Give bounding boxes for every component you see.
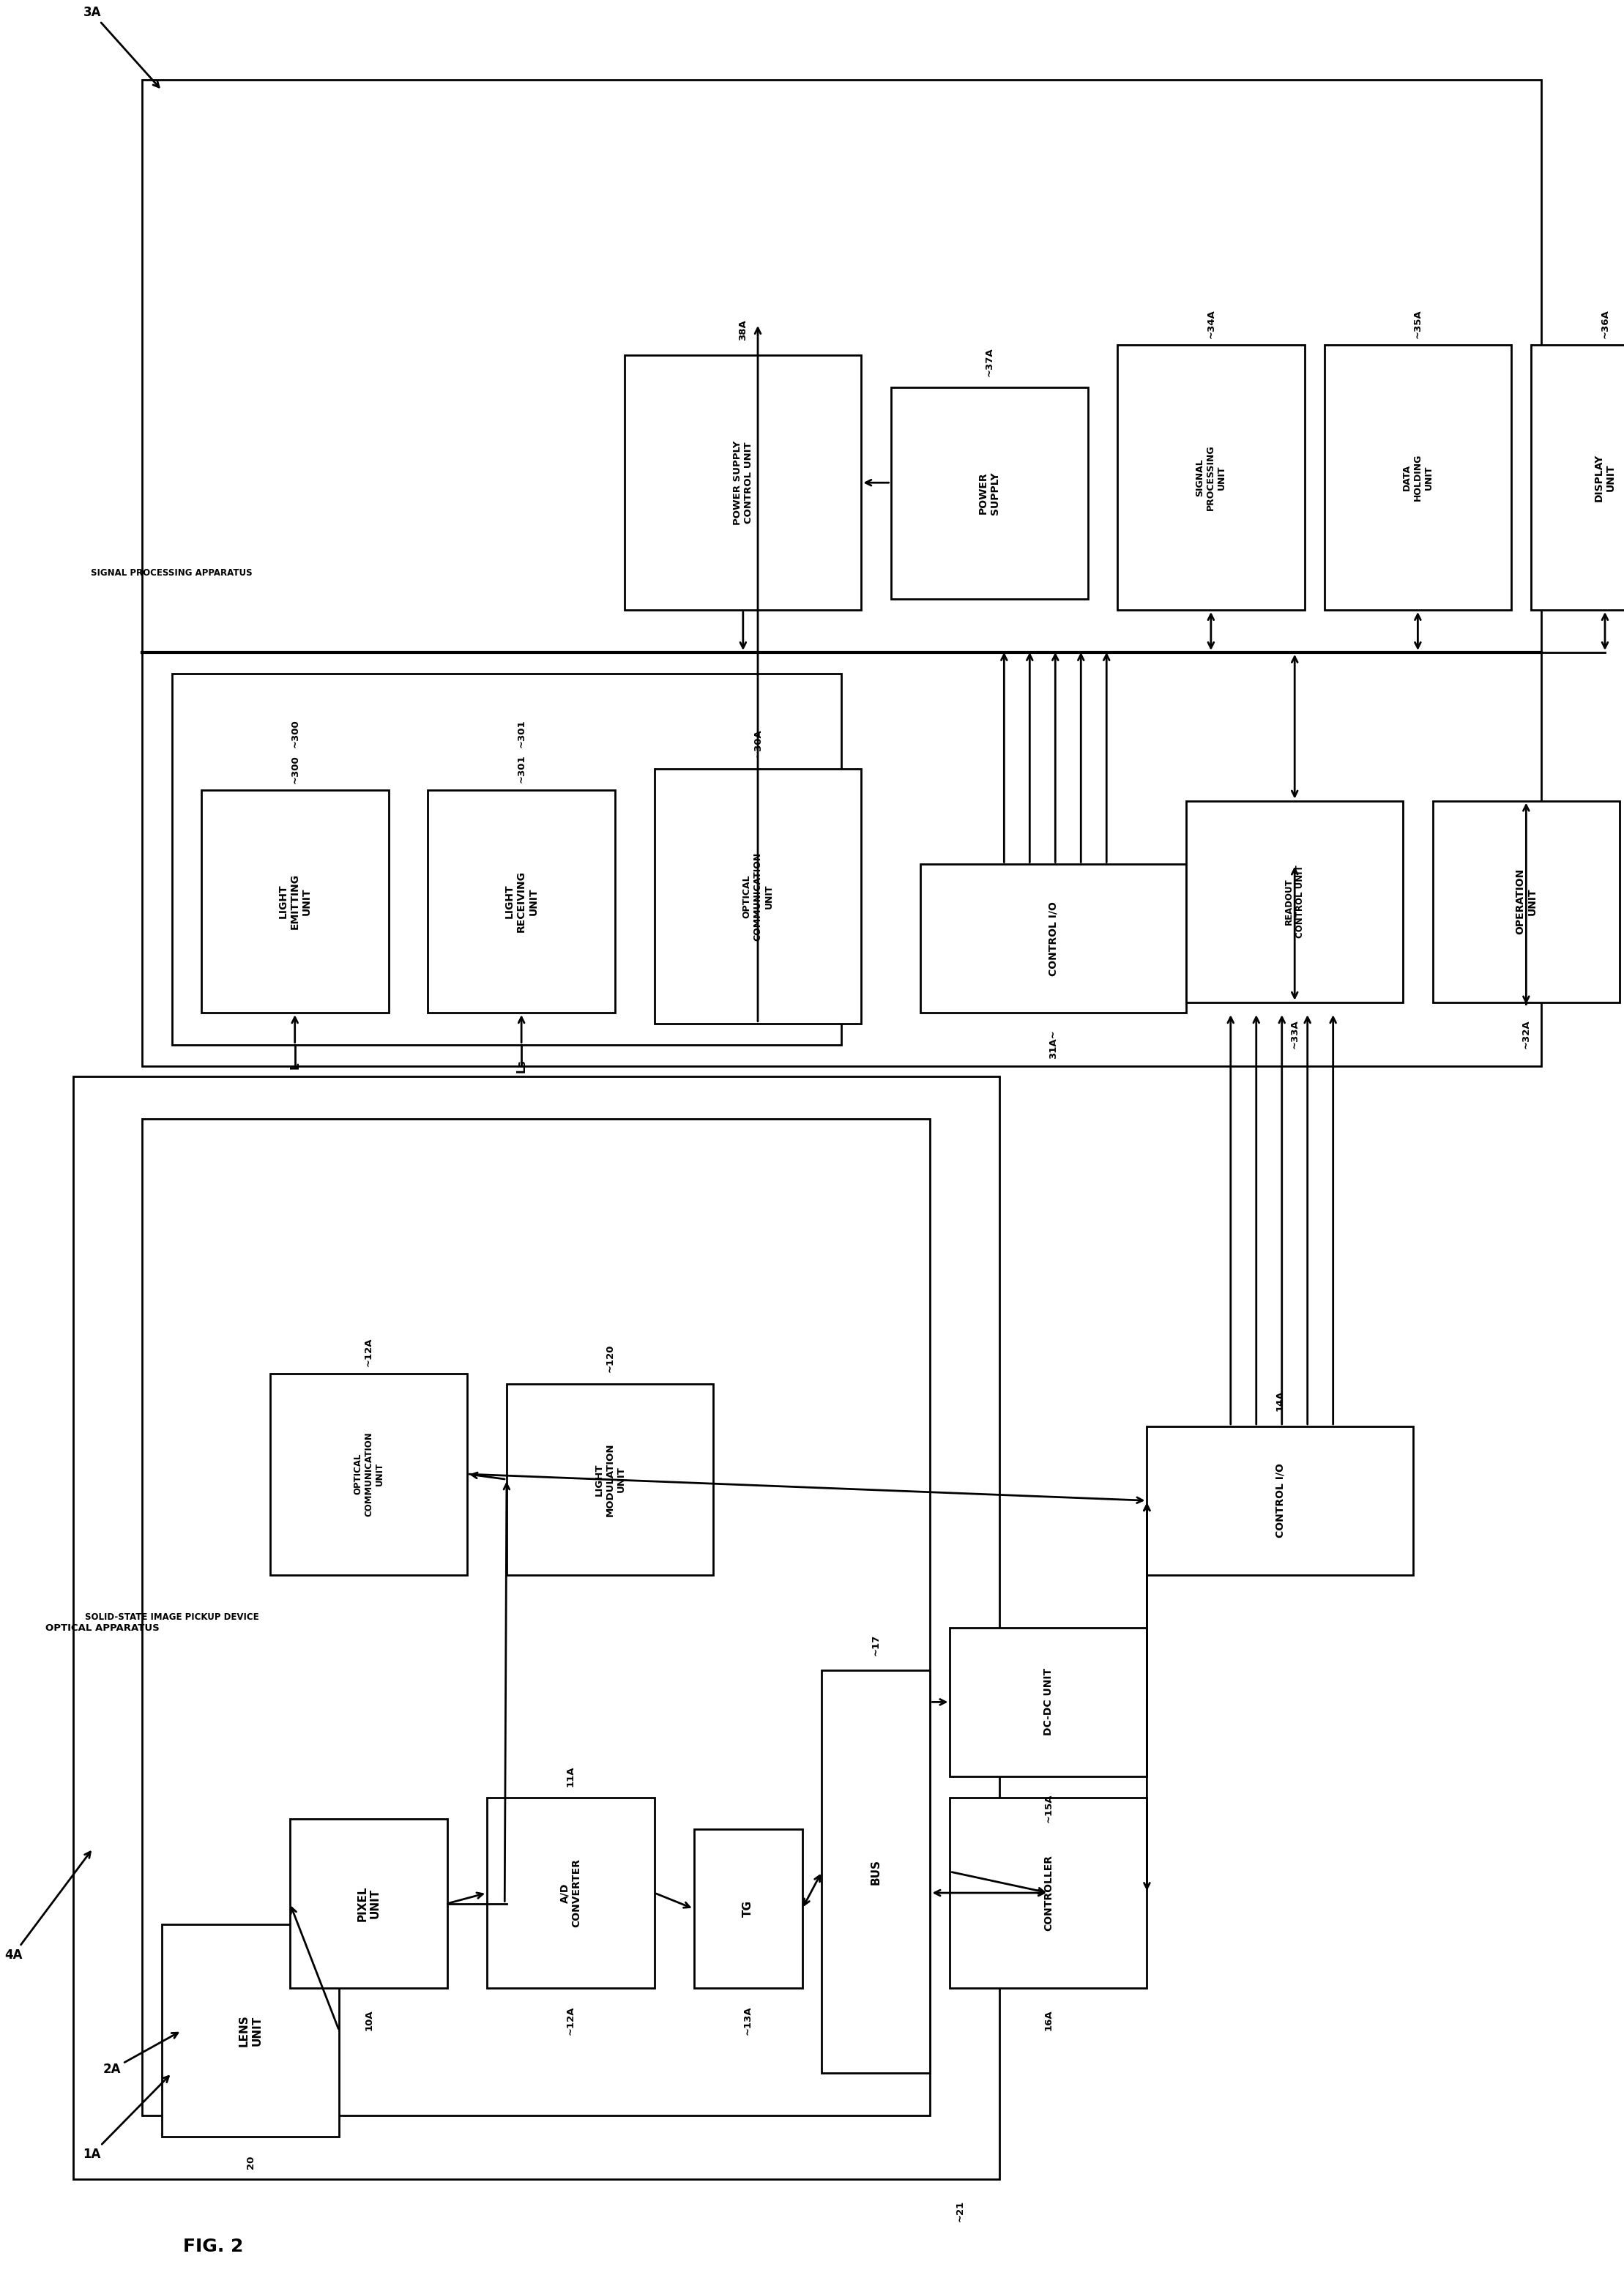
- Text: 20: 20: [245, 2156, 255, 2170]
- Bar: [172, 673, 841, 1044]
- Text: CONTROL I/O: CONTROL I/O: [1275, 1463, 1285, 1538]
- Text: ~36A: ~36A: [1600, 309, 1609, 339]
- Text: 2A: 2A: [102, 2033, 177, 2076]
- Text: 11A: 11A: [565, 1765, 575, 1788]
- Text: OPERATION
UNIT: OPERATION UNIT: [1515, 868, 1538, 934]
- Text: 38A: 38A: [739, 320, 747, 341]
- Text: OPTICAL APPARATUS: OPTICAL APPARATUS: [45, 1623, 159, 1632]
- Bar: [73, 1076, 999, 2179]
- Text: DISPLAY
UNIT: DISPLAY UNIT: [1593, 453, 1616, 501]
- Bar: [1117, 346, 1304, 609]
- Text: Ls: Ls: [516, 1060, 526, 1074]
- Bar: [822, 1671, 931, 2074]
- Bar: [427, 790, 615, 1012]
- Text: 10A: 10A: [364, 2010, 374, 2030]
- Text: OPTICAL
COMMUNICATION
UNIT: OPTICAL COMMUNICATION UNIT: [742, 852, 773, 941]
- Bar: [1147, 1426, 1413, 1575]
- Text: ~12A: ~12A: [364, 1337, 374, 1367]
- Text: ~37A: ~37A: [984, 348, 994, 375]
- Text: FIG. 2: FIG. 2: [184, 2239, 244, 2255]
- Text: 1A: 1A: [83, 2076, 169, 2161]
- Text: ~35A: ~35A: [1413, 309, 1423, 339]
- Bar: [507, 1385, 713, 1575]
- Text: READOUT
CONTROL UNIT: READOUT CONTROL UNIT: [1285, 865, 1306, 938]
- Text: ~17: ~17: [870, 1634, 880, 1655]
- Text: ~300: ~300: [291, 755, 299, 783]
- Text: ~301: ~301: [516, 719, 526, 749]
- Text: POWER
SUPPLY: POWER SUPPLY: [978, 472, 1000, 515]
- Text: ~21: ~21: [955, 2200, 965, 2223]
- Text: TG: TG: [742, 1900, 754, 1918]
- Text: 16A: 16A: [1044, 2010, 1054, 2030]
- Text: ~15A: ~15A: [1044, 1795, 1054, 1822]
- Text: 14A: 14A: [1275, 1389, 1285, 1412]
- Bar: [625, 355, 861, 609]
- Text: BUS: BUS: [870, 1859, 882, 1884]
- Text: LIGHT
EMITTING
UNIT: LIGHT EMITTING UNIT: [278, 874, 312, 929]
- Text: 4A: 4A: [5, 1852, 91, 1962]
- Bar: [487, 1797, 654, 1989]
- Text: LIGHT
MODULATION
UNIT: LIGHT MODULATION UNIT: [594, 1442, 625, 1515]
- Bar: [270, 1373, 468, 1575]
- Text: ~33A: ~33A: [1289, 1019, 1299, 1048]
- Bar: [162, 1925, 339, 2136]
- Bar: [1432, 801, 1619, 1003]
- Text: SIGNAL
PROCESSING
UNIT: SIGNAL PROCESSING UNIT: [1195, 444, 1226, 510]
- Text: ~120: ~120: [606, 1344, 615, 1373]
- Text: PIXEL
UNIT: PIXEL UNIT: [357, 1886, 380, 1920]
- Text: DC-DC UNIT: DC-DC UNIT: [1043, 1669, 1054, 1735]
- Text: SOLID-STATE IMAGE PICKUP DEVICE: SOLID-STATE IMAGE PICKUP DEVICE: [84, 1611, 258, 1623]
- Text: CONTROLLER: CONTROLLER: [1043, 1854, 1054, 1932]
- Text: ~34A: ~34A: [1207, 309, 1216, 339]
- Bar: [1186, 801, 1403, 1003]
- Text: L: L: [289, 1062, 300, 1069]
- Text: ~300: ~300: [291, 719, 299, 749]
- Bar: [892, 387, 1088, 600]
- Text: LIGHT
RECEIVING
UNIT: LIGHT RECEIVING UNIT: [505, 870, 539, 932]
- Text: ~13A: ~13A: [744, 2005, 754, 2035]
- Bar: [1531, 346, 1624, 609]
- Text: 3A: 3A: [83, 7, 159, 87]
- Bar: [693, 1829, 802, 1989]
- Text: SIGNAL PROCESSING APPARATUS: SIGNAL PROCESSING APPARATUS: [91, 568, 252, 577]
- Text: POWER SUPPLY
CONTROL UNIT: POWER SUPPLY CONTROL UNIT: [732, 439, 754, 524]
- Text: ~12A: ~12A: [565, 2005, 575, 2035]
- Bar: [1324, 346, 1512, 609]
- Bar: [921, 865, 1186, 1012]
- Bar: [143, 1119, 931, 2115]
- Text: DATA
HOLDING
UNIT: DATA HOLDING UNIT: [1402, 453, 1434, 501]
- Text: ~301: ~301: [516, 755, 526, 783]
- Bar: [950, 1797, 1147, 1989]
- Text: CONTROL I/O: CONTROL I/O: [1047, 902, 1059, 975]
- Bar: [654, 769, 861, 1023]
- Text: OPTICAL
COMMUNICATION
UNIT: OPTICAL COMMUNICATION UNIT: [352, 1431, 385, 1515]
- Text: 31A~: 31A~: [1049, 1030, 1059, 1060]
- Bar: [950, 1627, 1147, 1776]
- Bar: [201, 790, 388, 1012]
- Bar: [143, 80, 1541, 1067]
- Text: ~32A: ~32A: [1522, 1019, 1531, 1048]
- Text: ~30A: ~30A: [754, 728, 763, 758]
- Bar: [291, 1820, 448, 1989]
- Text: A/D
CONVERTER: A/D CONVERTER: [560, 1859, 581, 1927]
- Text: LENS
UNIT: LENS UNIT: [239, 2014, 263, 2046]
